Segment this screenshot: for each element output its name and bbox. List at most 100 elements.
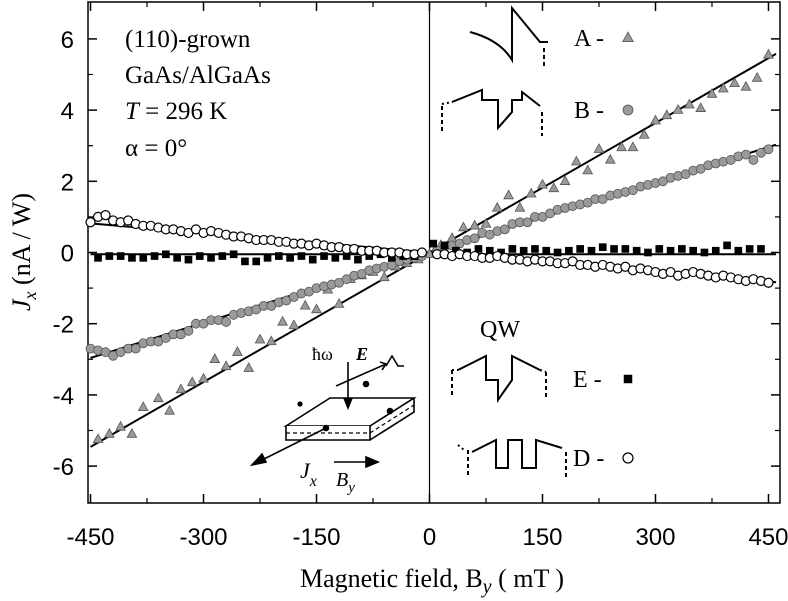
x-tick-label: 450 bbox=[748, 524, 788, 551]
point-a bbox=[164, 404, 176, 415]
point-a bbox=[265, 335, 277, 346]
y-axis-label: Jx (nA / W) bbox=[7, 193, 40, 311]
y-tick-label: 6 bbox=[61, 27, 74, 54]
y-tick-label: 2 bbox=[61, 169, 74, 196]
point-a bbox=[706, 87, 718, 98]
legend-label: D - bbox=[573, 446, 604, 472]
point-e bbox=[173, 254, 181, 262]
point-e bbox=[440, 241, 449, 250]
point-e bbox=[711, 246, 720, 255]
point-e bbox=[598, 243, 607, 251]
x-axis-label: Magnetic field, By ( mT ) bbox=[300, 564, 564, 598]
point-a bbox=[424, 248, 435, 258]
y-tick-label: -2 bbox=[53, 312, 74, 339]
x-tick-label: -450 bbox=[66, 524, 114, 551]
point-b bbox=[469, 233, 480, 244]
point-a bbox=[378, 271, 390, 282]
inset-by-label: B bbox=[336, 469, 348, 491]
point-a bbox=[740, 80, 752, 91]
point-e bbox=[320, 252, 328, 260]
legend-label: A - bbox=[574, 26, 604, 52]
point-a bbox=[243, 362, 255, 372]
point-a bbox=[717, 82, 729, 93]
annotation-temp: = 296 K bbox=[139, 98, 227, 125]
legend-label: B - bbox=[574, 98, 604, 124]
x-tick-label: 0 bbox=[423, 524, 436, 551]
y-tick-label: 4 bbox=[61, 98, 74, 125]
point-a bbox=[103, 427, 115, 438]
point-a bbox=[311, 303, 322, 314]
point-a bbox=[457, 221, 469, 232]
point-d bbox=[416, 247, 428, 258]
point-e bbox=[388, 254, 396, 262]
band-profile-b bbox=[441, 88, 543, 136]
point-b bbox=[522, 217, 533, 228]
series-e bbox=[94, 239, 765, 266]
inset-hw-label: ħω bbox=[312, 344, 333, 364]
point-e bbox=[331, 254, 340, 262]
legend: A - B - E - D - bbox=[573, 26, 634, 472]
annotation-line4: α = 0° bbox=[125, 135, 187, 162]
ylabel-var: J bbox=[7, 298, 36, 311]
point-e bbox=[734, 246, 743, 255]
point-e bbox=[508, 245, 517, 253]
data-points bbox=[85, 48, 774, 444]
legend-marker bbox=[622, 452, 634, 464]
point-e bbox=[139, 254, 148, 262]
point-e bbox=[666, 246, 675, 255]
inset-by-sub: y bbox=[346, 480, 355, 496]
point-a bbox=[277, 315, 289, 326]
point-e bbox=[632, 246, 641, 255]
point-e bbox=[610, 245, 618, 253]
point-a bbox=[650, 114, 661, 125]
point-a bbox=[209, 353, 221, 363]
point-e bbox=[497, 248, 505, 257]
point-e bbox=[485, 246, 494, 255]
point-a bbox=[604, 153, 616, 164]
svg-text:By: By bbox=[336, 469, 355, 496]
xlabel-unit: ( mT ) bbox=[498, 564, 564, 593]
ylabel-sub: x bbox=[20, 291, 40, 300]
point-e bbox=[745, 245, 754, 253]
svg-text:Jx (nA / W): Jx (nA / W) bbox=[7, 193, 40, 311]
point-a bbox=[751, 71, 763, 82]
svg-text:T = 296 K: T = 296 K bbox=[125, 98, 227, 125]
point-e bbox=[128, 254, 136, 262]
point-e bbox=[162, 250, 170, 259]
point-a bbox=[729, 77, 740, 88]
annotation-line1: (110)-grown bbox=[125, 26, 251, 53]
point-e bbox=[689, 246, 697, 255]
inset-e-label: E bbox=[355, 344, 368, 364]
inset-sample bbox=[249, 354, 417, 469]
x-tick-label: 300 bbox=[635, 524, 675, 551]
point-a bbox=[115, 420, 127, 431]
point-b bbox=[740, 149, 751, 160]
point-e bbox=[723, 241, 731, 250]
point-e bbox=[252, 257, 261, 266]
x-tick-label: 150 bbox=[522, 524, 562, 551]
point-e bbox=[342, 252, 351, 260]
point-a bbox=[288, 319, 300, 330]
band-profile-d bbox=[457, 438, 567, 480]
point-a bbox=[548, 182, 560, 193]
point-a bbox=[220, 360, 232, 371]
point-e bbox=[553, 248, 562, 257]
point-e bbox=[365, 252, 374, 260]
point-a bbox=[503, 189, 514, 200]
annotation: (110)-grown GaAs/AlGaAs T = 296 K α = 0° bbox=[125, 26, 271, 162]
x-tick-label: -150 bbox=[292, 524, 340, 551]
point-b bbox=[183, 325, 194, 336]
point-a bbox=[672, 103, 684, 114]
point-a bbox=[232, 346, 243, 356]
point-e bbox=[542, 246, 551, 255]
inset-labels: ħω E Jx By bbox=[300, 344, 368, 496]
point-e bbox=[644, 248, 652, 257]
point-e bbox=[576, 245, 584, 253]
point-a bbox=[763, 48, 774, 59]
point-e bbox=[531, 245, 539, 253]
point-a bbox=[683, 98, 695, 109]
point-d bbox=[100, 210, 111, 221]
point-e bbox=[429, 239, 438, 248]
point-e bbox=[452, 246, 460, 255]
point-e bbox=[207, 254, 215, 262]
